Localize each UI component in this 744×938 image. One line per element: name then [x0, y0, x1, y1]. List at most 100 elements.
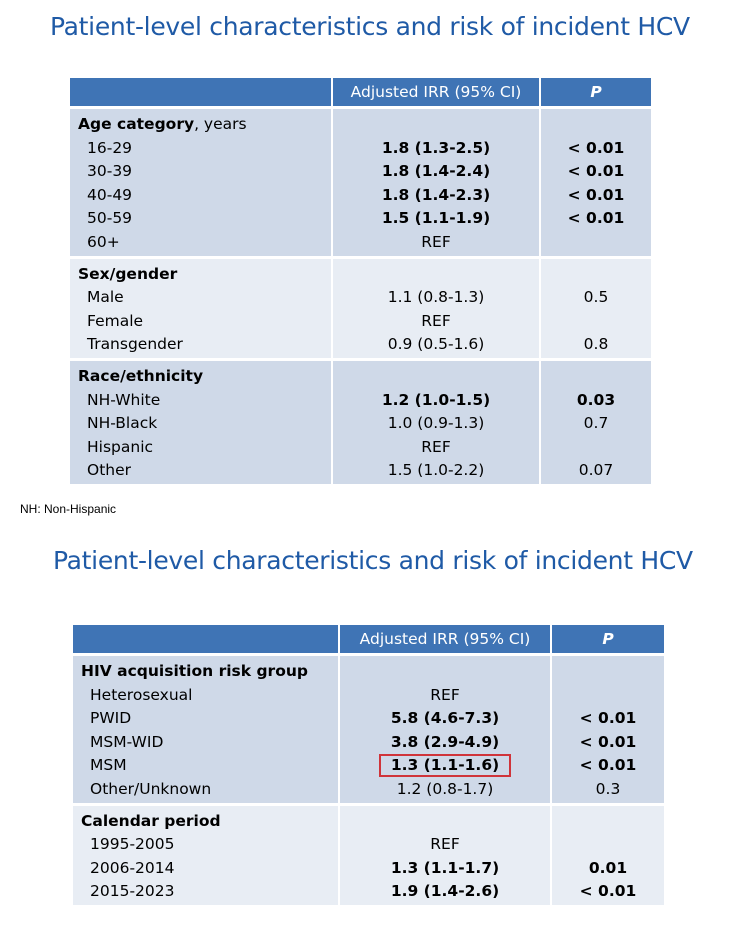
row-p-value: 0.3: [595, 779, 621, 798]
row-label: Transgender: [87, 335, 183, 354]
row-label: 2015-2023: [90, 882, 175, 901]
spacer: [541, 361, 651, 389]
row-irr-value: 1.8 (1.4-2.3): [381, 185, 491, 204]
row-irr-value: 1.8 (1.3-2.5): [381, 138, 491, 157]
row-irr-value: 1.5 (1.1-1.9): [381, 209, 491, 228]
header-p-value: P: [551, 625, 664, 655]
group-row: Sex/gender Male Female Transgender 1.1 (0.8-…: [70, 255, 651, 360]
group-heading: Calendar period: [73, 806, 338, 834]
spacer: [333, 361, 539, 389]
row-label: Other: [87, 461, 132, 480]
row-irr-value: REF: [421, 232, 451, 251]
label-cell: HIV acquisition risk group Heterosexual PW…: [73, 653, 340, 805]
row-label: PWID: [90, 709, 132, 728]
spacer: [340, 656, 550, 684]
group-heading-unit: , years: [194, 115, 247, 133]
highlighted-irr-value: 1.3 (1.1-1.6): [378, 754, 512, 778]
row-irr-value: REF: [430, 835, 460, 854]
group-heading: HIV acquisition risk group: [73, 656, 338, 684]
irr-table-risk-period: Adjusted IRR (95% CI) P HIV acquisition …: [73, 625, 664, 905]
row-p-value: < 0.01: [579, 709, 637, 728]
slide-2-title: Patient-level characteristics and risk o…: [53, 546, 693, 575]
label-cell: Age category, years 16-29 30-39 40-49 50-59 6…: [70, 106, 333, 258]
spacer: [552, 806, 664, 834]
row-label: Male: [87, 288, 124, 307]
p-cell: < 0.01 < 0.01 < 0.01 0.3: [551, 653, 664, 805]
group-heading-text: Calendar period: [81, 811, 221, 830]
row-irr-value: 1.9 (1.4-2.6): [390, 882, 500, 901]
row-irr-value: 1.3 (1.1-1.7): [390, 858, 500, 877]
row-p-value: 0.7: [583, 414, 609, 433]
header-label: [73, 625, 340, 655]
row-label: 30-39: [87, 162, 133, 181]
group-row: Race/ethnicity NH-White NH-Black Hispanic Ot…: [70, 357, 651, 484]
group-heading-text: Age category: [78, 115, 195, 133]
row-p-value: 0.03: [576, 390, 616, 409]
footnote: NH: Non-Hispanic: [20, 502, 117, 516]
row-group: Age category, years 16-29 30-39 40-49 50-59 6…: [70, 106, 651, 258]
group-heading-text: Race/ethnicity: [78, 366, 204, 385]
row-p-value: < 0.01: [579, 732, 637, 751]
row-irr-value: REF: [430, 685, 460, 704]
row-p-value: 0.8: [583, 335, 609, 354]
group-heading: Race/ethnicity: [70, 361, 331, 389]
row-label: 40-49: [87, 185, 133, 204]
row-p-value: < 0.01: [567, 162, 625, 181]
label-cell: Calendar period 1995-2005 2006-2014 2015-20…: [73, 802, 340, 905]
irr-cell: REF 5.8 (4.6-7.3) 3.8 (2.9-4.9) 1.3 (1.1-1.…: [339, 653, 552, 805]
spacer: [333, 259, 539, 287]
header-irr: Adjusted IRR (95% CI): [332, 78, 541, 108]
row-irr-value: 1.2 (1.0-1.5): [381, 390, 491, 409]
spacer: [552, 656, 664, 684]
spacer: [340, 806, 550, 834]
row-group: Sex/gender Male Female Transgender 1.1 (0.8-…: [70, 255, 651, 360]
row-label: 50-59: [87, 209, 133, 228]
row-p-value: 0.5: [583, 288, 609, 307]
row-label: NH-White: [87, 390, 161, 409]
row-p-value: < 0.01: [579, 756, 637, 775]
row-p-value: < 0.01: [579, 882, 637, 901]
row-p-value: [552, 684, 664, 708]
row-irr-value: REF: [421, 311, 451, 330]
row-p-value: < 0.01: [567, 138, 625, 157]
row-label: 16-29: [87, 138, 133, 157]
group-heading-text: Sex/gender: [78, 264, 178, 283]
irr-cell: 1.8 (1.3-2.5) 1.8 (1.4-2.4) 1.8 (1.4-2.3) 1…: [332, 106, 541, 258]
label-cell: Race/ethnicity NH-White NH-Black Hispanic Ot…: [70, 357, 333, 484]
row-irr-value: 5.8 (4.6-7.3): [390, 709, 500, 728]
group-heading: Sex/gender: [70, 259, 331, 287]
row-p-value: < 0.01: [567, 209, 625, 228]
label-cell: Sex/gender Male Female Transgender: [70, 255, 333, 360]
header-irr: Adjusted IRR (95% CI): [339, 625, 552, 655]
row-group: Calendar period 1995-2005 2006-2014 2015-20…: [73, 802, 664, 905]
row-label: MSM-WID: [90, 732, 164, 751]
row-p-value: [541, 310, 651, 334]
row-p-value: [541, 436, 651, 460]
row-p-value: 0.07: [578, 461, 614, 480]
row-label: 2006-2014: [90, 858, 175, 877]
row-group: Race/ethnicity NH-White NH-Black Hispanic Ot…: [70, 357, 651, 484]
row-irr-value: 1.0 (0.9-1.3): [387, 414, 485, 433]
row-label: 60+: [87, 232, 120, 251]
spacer: [541, 109, 651, 137]
row-label: Female: [87, 311, 144, 330]
spacer: [541, 259, 651, 287]
row-label: MSM: [90, 756, 127, 775]
p-cell: < 0.01 < 0.01 < 0.01 < 0.01: [540, 106, 651, 258]
row-irr-value: 1.3 (1.1-1.6): [340, 754, 550, 778]
row-irr-value: REF: [421, 437, 451, 456]
row-p-value: [541, 231, 651, 255]
irr-table-demographics: Adjusted IRR (95% CI) P Age category, ye…: [70, 78, 651, 484]
group-heading-text: HIV acquisition risk group: [81, 662, 308, 680]
row-irr-value: 0.9 (0.5-1.6): [387, 335, 485, 354]
p-cell: 0.5 0.8: [540, 255, 651, 360]
header-label: [70, 78, 333, 108]
slide-1-title: Patient-level characteristics and risk o…: [50, 12, 690, 41]
table-header-row: Adjusted IRR (95% CI) P: [70, 78, 651, 108]
p-cell: 0.01 < 0.01: [551, 802, 664, 905]
row-p-value: 0.01: [588, 858, 628, 877]
group-heading: Age category, years: [70, 109, 331, 137]
row-label: Other/Unknown: [90, 779, 212, 798]
row-irr-value: 3.8 (2.9-4.9): [390, 732, 500, 751]
row-label: 1995-2005: [90, 835, 175, 854]
